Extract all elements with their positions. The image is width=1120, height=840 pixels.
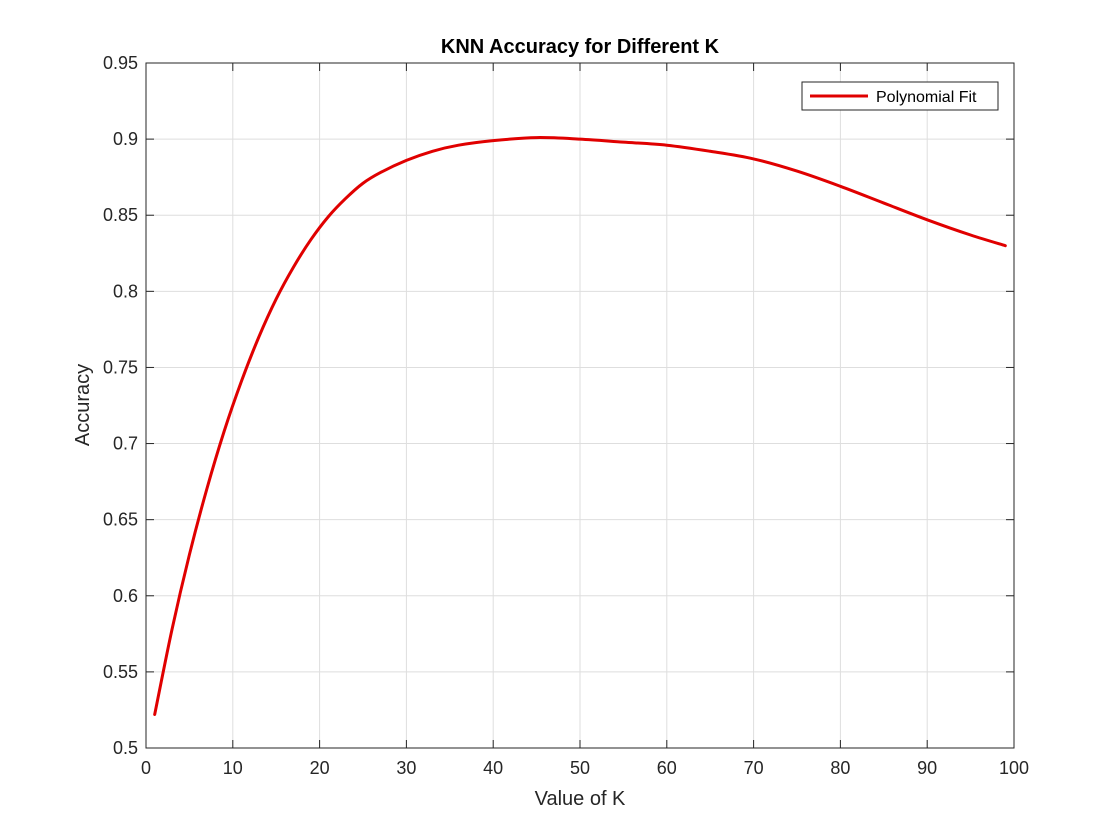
y-tick-label: 0.9 xyxy=(113,129,138,149)
plot-area xyxy=(145,62,1015,749)
y-tick-label: 0.5 xyxy=(113,738,138,758)
x-tick-label: 40 xyxy=(483,758,503,778)
legend: Polynomial Fit xyxy=(801,81,999,111)
x-tick-label: 20 xyxy=(310,758,330,778)
x-tick-label: 100 xyxy=(999,758,1029,778)
y-tick-label: 0.95 xyxy=(103,53,138,73)
series-layer xyxy=(153,136,1007,717)
tick-marks xyxy=(145,62,1015,749)
y-tick-label: 0.7 xyxy=(113,434,138,454)
x-tick-label: 0 xyxy=(141,758,151,778)
x-tick-label: 50 xyxy=(570,758,590,778)
x-axis-label: Value of K xyxy=(535,788,626,810)
series-line-polynomial-fit xyxy=(153,136,1007,717)
y-axis-label: Accuracy xyxy=(72,364,94,446)
x-tick-label: 60 xyxy=(657,758,677,778)
x-tick-label: 80 xyxy=(830,758,850,778)
y-tick-label: 0.75 xyxy=(103,357,138,377)
y-tick-label: 0.8 xyxy=(113,281,138,301)
x-tick-label: 70 xyxy=(744,758,764,778)
x-tick-labels: 0 10 20 30 40 50 60 70 80 90 100 xyxy=(141,758,1029,778)
y-tick-label: 0.65 xyxy=(103,510,138,530)
legend-box xyxy=(801,81,999,111)
x-tick-label: 90 xyxy=(917,758,937,778)
y-tick-label: 0.6 xyxy=(113,586,138,606)
x-tick-label: 10 xyxy=(223,758,243,778)
y-tick-label: 0.55 xyxy=(103,662,138,682)
x-tick-label: 30 xyxy=(396,758,416,778)
y-tick-label: 0.85 xyxy=(103,205,138,225)
legend-label-polynomial-fit: Polynomial Fit xyxy=(876,89,977,106)
chart-title: KNN Accuracy for Different K xyxy=(441,36,720,58)
y-tick-labels: 0.5 0.55 0.6 0.65 0.7 0.75 0.8 0.85 0.9 0.95 xyxy=(103,53,138,758)
